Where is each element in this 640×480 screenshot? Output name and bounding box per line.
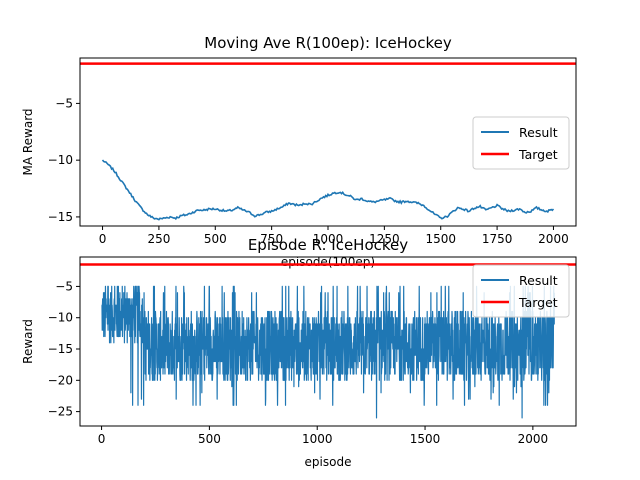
moving-average-chart: 0 250 500 750 1000 1250 1500 1750 2000−15−10−5ep… — [21, 34, 577, 269]
y-tick-label: −25 — [48, 405, 73, 419]
y-axis-label: Reward — [21, 319, 35, 364]
chart-title: Episode R: IceHockey — [248, 236, 408, 254]
x-tick-label: 1500 — [425, 232, 456, 246]
x-tick-label: 1000 — [313, 232, 344, 246]
y-axis-label: MA Reward — [21, 108, 35, 175]
y-tick-label: −10 — [48, 311, 73, 325]
y-tick-label: −5 — [55, 279, 73, 293]
legend-box — [472, 264, 570, 318]
x-tick-label: 1500 — [410, 432, 441, 446]
legend-box — [472, 116, 570, 170]
x-tick-label: 1750 — [482, 232, 513, 246]
y-tick-label: −15 — [48, 342, 73, 356]
x-tick-label: 0 — [98, 432, 106, 446]
chart-title: Moving Ave R(100ep): IceHockey — [204, 34, 452, 52]
x-axis-label: episode — [305, 455, 352, 469]
x-tick-label: 2000 — [518, 432, 549, 446]
x-tick-label: 500 — [204, 232, 227, 246]
y-tick-label: −10 — [48, 153, 73, 167]
x-tick-label: 250 — [147, 232, 170, 246]
y-tick-label: −20 — [48, 373, 73, 387]
x-tick-label: 1250 — [369, 232, 400, 246]
plot-frame — [79, 57, 577, 227]
y-tick-label: −15 — [48, 210, 73, 224]
x-tick-label: 1000 — [302, 432, 333, 446]
legend-target-label: Target — [518, 295, 558, 310]
y-tick-label: −5 — [55, 96, 73, 110]
legend-target-label: Target — [518, 147, 558, 162]
x-tick-label: 0 — [99, 232, 107, 246]
legend-result-label: Result — [519, 273, 558, 288]
x-tick-label: 500 — [198, 432, 221, 446]
series-result-line — [101, 159, 555, 221]
series-result-line — [101, 285, 556, 419]
x-tick-label: 2000 — [538, 232, 569, 246]
plot-frame — [79, 256, 577, 427]
legend-result-label: Result — [519, 125, 558, 140]
episode-reward-chart: 0 500 1000 1500 2000 −25 −20 −15 −10 −5 episode Rew… — [21, 236, 577, 469]
x-tick-label: 750 — [260, 232, 283, 246]
